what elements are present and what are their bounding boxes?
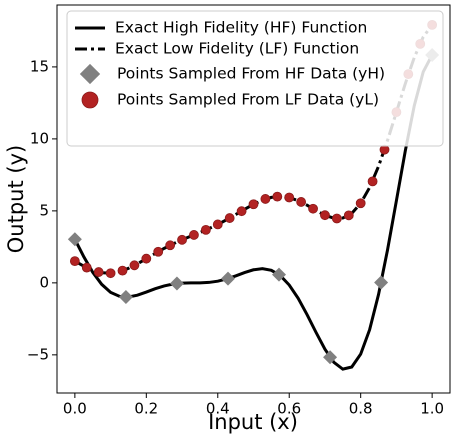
data-point	[189, 230, 199, 240]
data-point	[236, 206, 247, 217]
data-point	[177, 234, 187, 245]
legend-box	[66, 10, 444, 147]
data-point	[105, 268, 116, 279]
data-point	[379, 144, 390, 155]
data-point	[117, 265, 128, 276]
data-point	[81, 262, 92, 273]
data-point	[220, 271, 235, 286]
x-tick-label: 0.8	[349, 400, 373, 418]
y-tick-label: −5	[27, 345, 49, 363]
data-point	[323, 350, 338, 365]
legend-label: Exact High Fidelity (HF) Function	[115, 19, 367, 37]
data-point	[343, 210, 354, 221]
data-point	[69, 256, 80, 267]
x-tick-label: 1.0	[420, 400, 444, 418]
legend-label: Points Sampled From LF Data (yL)	[117, 91, 379, 109]
legend-swatch	[81, 91, 99, 109]
data-point	[67, 232, 82, 247]
data-point	[224, 213, 235, 223]
data-point	[331, 213, 342, 224]
data-point	[129, 260, 140, 271]
y-axis-label: Output (y)	[4, 145, 28, 253]
data-point	[320, 210, 330, 221]
data-point	[141, 253, 152, 264]
y-tick-label: 10	[30, 129, 49, 147]
y-tick-label: 15	[30, 57, 49, 75]
data-point	[308, 203, 318, 214]
legend-swatch	[79, 63, 101, 85]
x-axis-label: Input (x)	[208, 410, 298, 434]
plot-frame	[56, 4, 451, 394]
x-tick-label: 0.2	[134, 400, 158, 418]
data-point	[212, 219, 223, 230]
data-point	[165, 240, 176, 251]
data-point	[374, 275, 389, 290]
data-point	[355, 198, 366, 209]
data-point	[367, 176, 378, 187]
legend-label: Points Sampled From HF Data (yH)	[117, 65, 385, 83]
data-point	[284, 192, 295, 203]
legend: Exact High Fidelity (HF) Function Exact L…	[66, 10, 444, 147]
data-point	[153, 246, 164, 257]
data-point	[200, 224, 211, 235]
y-tick-label: 0	[39, 273, 49, 291]
data-point	[260, 194, 271, 204]
data-point	[93, 267, 104, 277]
data-point	[248, 199, 259, 210]
legend-label: Exact Low Fidelity (LF) Function	[115, 40, 359, 58]
x-tick-label: 0.0	[63, 400, 87, 418]
x-tick-label: 0.6	[277, 400, 301, 418]
data-point	[272, 267, 287, 282]
data-point	[296, 197, 307, 207]
data-point	[272, 191, 283, 202]
data-point	[118, 290, 133, 305]
line-series	[73, 54, 434, 371]
data-point	[169, 276, 184, 291]
y-tick-label: 5	[39, 201, 49, 219]
x-tick-label: 0.4	[206, 400, 230, 418]
